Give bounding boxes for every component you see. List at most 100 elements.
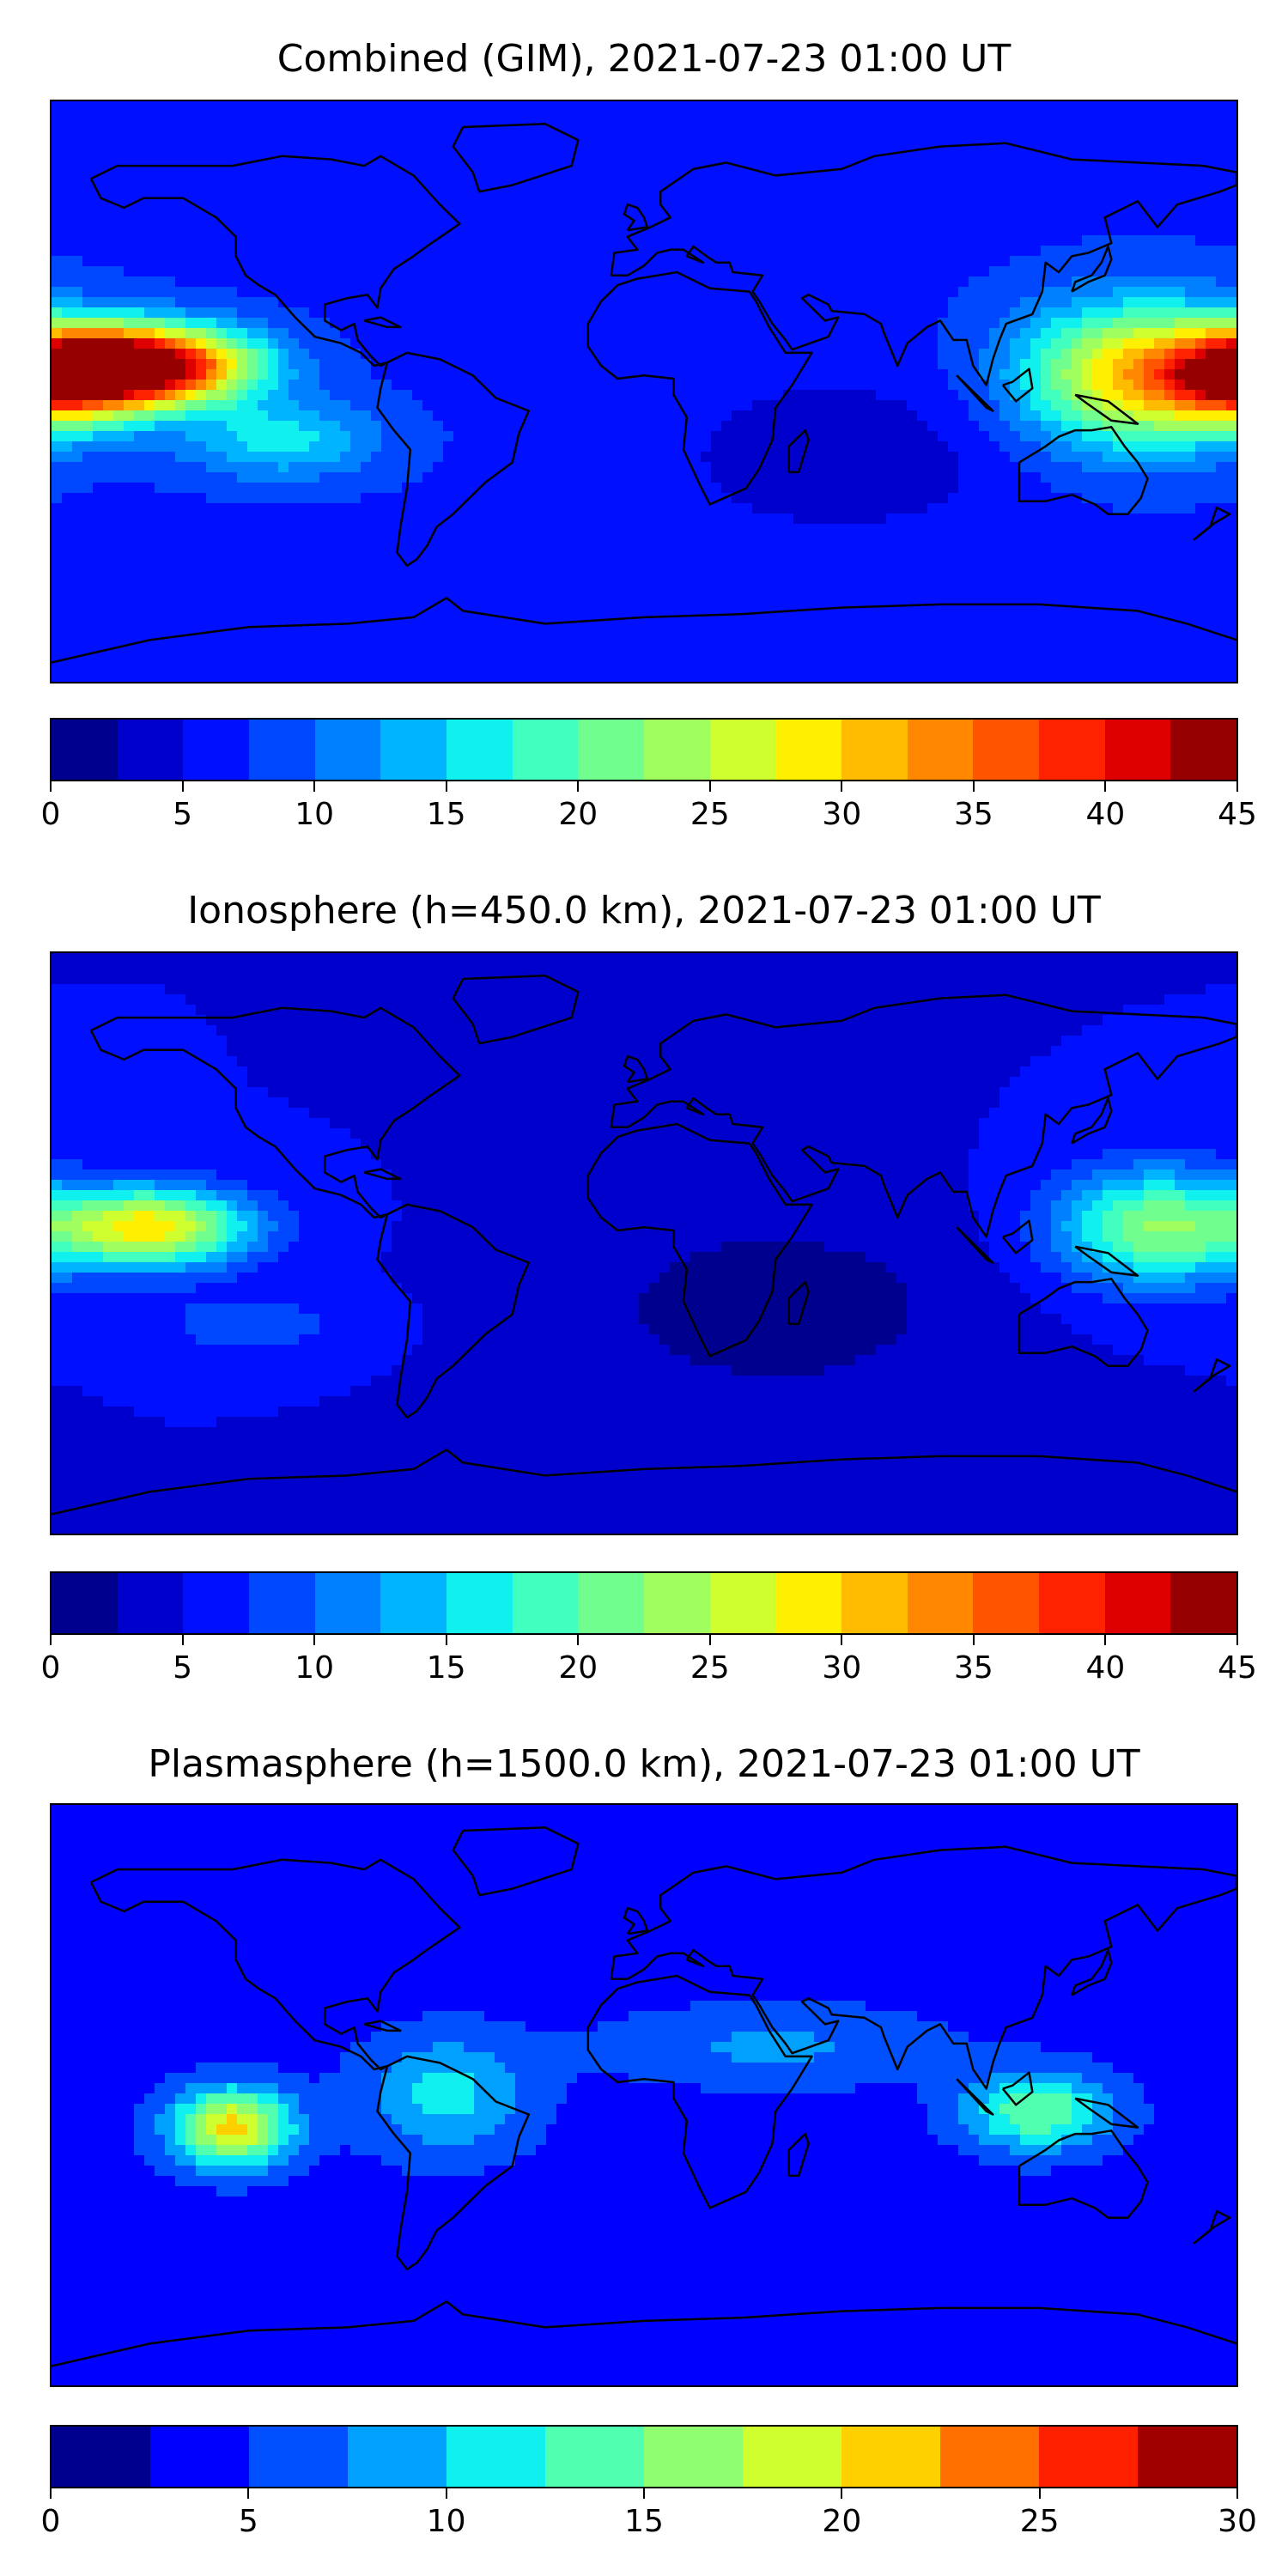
coastline <box>586 1974 813 2209</box>
colorbar-segment <box>150 2427 249 2487</box>
coastline <box>376 351 531 568</box>
coastline <box>956 1226 994 1264</box>
colorbar-segment <box>249 2427 348 2487</box>
colorbar-segment <box>578 720 645 780</box>
colorbar-segment <box>1104 720 1171 780</box>
coastline <box>363 1168 402 1181</box>
colorbar-tick-label: 5 <box>238 2504 258 2539</box>
colorbar-tick <box>50 2488 52 2499</box>
map-plasmasphere <box>50 1803 1238 2387</box>
coastline <box>1018 2129 1149 2219</box>
colorbar-tick-label: 45 <box>1218 797 1257 832</box>
colorbar-tick <box>445 781 447 792</box>
coastline <box>89 155 461 368</box>
colorbar-tick-label: 0 <box>40 797 61 832</box>
colorbar-segment <box>348 2427 447 2487</box>
colorbar-tick-label: 15 <box>624 2504 664 2539</box>
coastline <box>586 1122 813 1358</box>
colorbar-segment <box>907 1573 974 1633</box>
colorbar-segment <box>1138 2427 1236 2487</box>
panel-title: Ionosphere (h=450.0 km), 2021-07-23 01:0… <box>187 889 1101 933</box>
colorbar-tick <box>313 1635 316 1645</box>
coastline <box>363 316 402 329</box>
coastline <box>1001 2071 1034 2106</box>
colorbar-segment <box>644 2427 743 2487</box>
colorbar-tick <box>1104 781 1107 792</box>
colorbar-tick-label: 10 <box>295 1650 335 1686</box>
coastline <box>1074 1245 1139 1277</box>
panel-title: Plasmasphere (h=1500.0 km), 2021-07-23 0… <box>148 1742 1140 1786</box>
colorbar-segment <box>940 2427 1039 2487</box>
colorbar-tick <box>841 1635 843 1645</box>
colorbar-segment <box>447 1573 513 1633</box>
colorbar-segment <box>644 1573 710 1633</box>
colorbar-segment <box>314 720 381 780</box>
coastline <box>1074 2097 1139 2129</box>
map-combined <box>50 100 1238 683</box>
colorbar-segment <box>183 1573 250 1633</box>
coastlines <box>52 1826 1236 2367</box>
colorbar-tick <box>841 781 843 792</box>
colorbar-tick-label: 0 <box>40 2504 61 2539</box>
coastline <box>586 270 813 506</box>
colorbar-segment <box>512 1573 579 1633</box>
colorbar-segment <box>380 1573 447 1633</box>
colorbar-tick-label: 20 <box>558 1650 598 1686</box>
colorbar-tick-label: 25 <box>1019 2504 1060 2539</box>
colorbar-tick-label: 35 <box>953 797 993 832</box>
colorbar-segment <box>314 1573 381 1633</box>
colorbar-tick <box>577 781 580 792</box>
coastline <box>452 1826 580 1897</box>
colorbar-tick-label: 40 <box>1085 797 1126 832</box>
colorbar-tick <box>972 1635 975 1645</box>
colorbar-segment <box>1039 720 1105 780</box>
coastline <box>610 142 1236 386</box>
coastline <box>1193 1358 1231 1393</box>
colorbar-tick-label: 0 <box>40 1650 61 1686</box>
colorbar-tick <box>577 1635 580 1645</box>
colorbar-ticks-ionosphere: 0 5 10 15 20 25 30 35 40 45 <box>41 1635 1257 1686</box>
colorbar-segment <box>841 1573 908 1633</box>
colorbar-tick <box>445 1635 447 1645</box>
colorbar-segment <box>973 1573 1040 1633</box>
colorbar-segment <box>907 720 974 780</box>
colorbar-ticks-plasmasphere: 0 5 10 15 20 25 30 <box>41 2488 1257 2540</box>
colorbar-ionosphere <box>50 1571 1238 1635</box>
colorbar-segment <box>249 1573 315 1633</box>
colorbar-tick <box>181 781 184 792</box>
colorbar-segment <box>743 2427 841 2487</box>
coastline <box>452 975 580 1045</box>
colorbar-segment <box>117 720 184 780</box>
colorbar-segment <box>1170 720 1237 780</box>
coastline <box>1071 245 1113 293</box>
coastline <box>1193 2209 1231 2245</box>
colorbar-tick-label: 10 <box>426 2504 466 2539</box>
colorbar-tick <box>445 2488 447 2499</box>
colorbar-tick-label: 30 <box>822 1650 862 1686</box>
colorbar-tick <box>708 781 711 792</box>
coastline <box>610 1845 1236 2090</box>
coastline <box>1071 1097 1113 1145</box>
colorbar-segment <box>1104 1573 1171 1633</box>
coastline <box>787 2132 810 2178</box>
coastlines <box>52 975 1236 1516</box>
colorbar-segment <box>1170 1573 1237 1633</box>
coastline <box>363 2020 402 2032</box>
colorbar-tick-label: 45 <box>1218 1650 1257 1686</box>
colorbar-segment <box>447 720 513 780</box>
map-svg <box>52 1805 1236 2385</box>
tec-field <box>52 1805 1236 2385</box>
coastline <box>89 1858 461 2071</box>
colorbar-segment <box>578 1573 645 1633</box>
coastlines <box>52 123 1236 664</box>
colorbar-tick <box>708 1635 711 1645</box>
coastline <box>610 993 1236 1238</box>
colorbar-tick <box>50 781 52 792</box>
coastline <box>1001 368 1034 403</box>
coastline <box>1018 426 1149 515</box>
colorbar-tick <box>1236 781 1238 792</box>
colorbar-segment <box>1039 1573 1105 1633</box>
colorbar-segment <box>973 720 1040 780</box>
colorbar-tick <box>1236 1635 1238 1645</box>
colorbar-tick <box>50 1635 52 1645</box>
